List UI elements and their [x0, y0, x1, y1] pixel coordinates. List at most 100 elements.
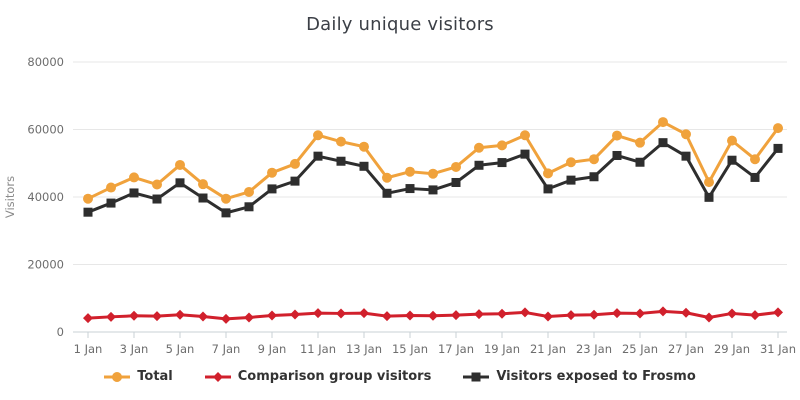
legend-label: Visitors exposed to Frosmo: [496, 369, 696, 384]
data-point-visitors-exposed-to-frosmo[interactable]: [336, 156, 346, 166]
legend-item-comparison-group-visitors[interactable]: Comparison group visitors: [204, 369, 431, 384]
data-point-comparison-group-visitors[interactable]: [681, 307, 691, 318]
data-point-total[interactable]: [520, 130, 530, 141]
data-point-total[interactable]: [727, 135, 737, 146]
data-point-total[interactable]: [382, 172, 392, 183]
data-point-comparison-group-visitors[interactable]: [750, 310, 760, 321]
data-point-comparison-group-visitors[interactable]: [520, 307, 530, 318]
data-point-total[interactable]: [290, 158, 300, 169]
data-point-visitors-exposed-to-frosmo[interactable]: [681, 151, 691, 161]
data-point-comparison-group-visitors[interactable]: [635, 308, 645, 319]
data-point-comparison-group-visitors[interactable]: [336, 308, 346, 319]
data-point-total[interactable]: [267, 167, 277, 178]
data-point-comparison-group-visitors[interactable]: [359, 308, 369, 319]
data-point-total[interactable]: [566, 157, 576, 168]
data-point-visitors-exposed-to-frosmo[interactable]: [405, 184, 415, 194]
data-point-visitors-exposed-to-frosmo[interactable]: [543, 184, 553, 194]
data-point-total[interactable]: [543, 168, 553, 179]
x-tick-label: 23 Jan: [576, 342, 612, 356]
data-point-total[interactable]: [336, 136, 346, 147]
data-point-visitors-exposed-to-frosmo[interactable]: [750, 172, 760, 182]
data-point-total[interactable]: [497, 140, 507, 151]
data-point-visitors-exposed-to-frosmo[interactable]: [382, 188, 392, 198]
data-point-comparison-group-visitors[interactable]: [382, 311, 392, 322]
data-point-comparison-group-visitors[interactable]: [106, 311, 116, 322]
data-point-visitors-exposed-to-frosmo[interactable]: [727, 155, 737, 165]
data-point-comparison-group-visitors[interactable]: [313, 308, 323, 319]
data-point-total[interactable]: [750, 154, 760, 165]
data-point-visitors-exposed-to-frosmo[interactable]: [658, 138, 668, 148]
data-point-visitors-exposed-to-frosmo[interactable]: [773, 143, 783, 153]
data-point-comparison-group-visitors[interactable]: [497, 308, 507, 319]
data-point-comparison-group-visitors[interactable]: [773, 307, 783, 318]
data-point-total[interactable]: [773, 123, 783, 134]
data-point-visitors-exposed-to-frosmo[interactable]: [566, 175, 576, 185]
data-point-comparison-group-visitors[interactable]: [543, 311, 553, 322]
x-tick-label: 29 Jan: [714, 342, 750, 356]
data-point-total[interactable]: [658, 117, 668, 128]
data-point-comparison-group-visitors[interactable]: [221, 313, 231, 324]
data-point-comparison-group-visitors[interactable]: [428, 310, 438, 321]
data-point-visitors-exposed-to-frosmo[interactable]: [359, 161, 369, 171]
data-point-visitors-exposed-to-frosmo[interactable]: [244, 202, 254, 212]
data-point-visitors-exposed-to-frosmo[interactable]: [520, 149, 530, 159]
data-point-total[interactable]: [704, 177, 714, 188]
data-point-visitors-exposed-to-frosmo[interactable]: [497, 158, 507, 168]
data-point-visitors-exposed-to-frosmo[interactable]: [635, 157, 645, 167]
data-point-total[interactable]: [244, 186, 254, 197]
data-point-comparison-group-visitors[interactable]: [290, 309, 300, 320]
data-point-total[interactable]: [83, 193, 93, 204]
data-point-total[interactable]: [428, 168, 438, 179]
data-point-visitors-exposed-to-frosmo[interactable]: [589, 172, 599, 182]
data-point-comparison-group-visitors[interactable]: [152, 311, 162, 322]
data-point-visitors-exposed-to-frosmo[interactable]: [451, 177, 461, 187]
data-point-total[interactable]: [451, 161, 461, 172]
data-point-total[interactable]: [106, 182, 116, 193]
data-point-total[interactable]: [175, 159, 185, 170]
data-point-visitors-exposed-to-frosmo[interactable]: [612, 150, 622, 160]
data-point-visitors-exposed-to-frosmo[interactable]: [83, 207, 93, 217]
legend-item-visitors-exposed-to-frosmo[interactable]: Visitors exposed to Frosmo: [463, 369, 696, 384]
data-point-total[interactable]: [589, 154, 599, 165]
data-point-total[interactable]: [612, 130, 622, 141]
data-point-comparison-group-visitors[interactable]: [244, 312, 254, 323]
data-point-comparison-group-visitors[interactable]: [405, 310, 415, 321]
data-point-visitors-exposed-to-frosmo[interactable]: [290, 176, 300, 186]
data-point-total[interactable]: [681, 129, 691, 140]
data-point-visitors-exposed-to-frosmo[interactable]: [198, 193, 208, 203]
data-point-comparison-group-visitors[interactable]: [727, 308, 737, 319]
data-point-visitors-exposed-to-frosmo[interactable]: [267, 184, 277, 194]
data-point-comparison-group-visitors[interactable]: [198, 311, 208, 322]
data-point-comparison-group-visitors[interactable]: [612, 308, 622, 319]
data-point-total[interactable]: [635, 137, 645, 148]
data-point-visitors-exposed-to-frosmo[interactable]: [129, 188, 139, 198]
data-point-total[interactable]: [198, 179, 208, 190]
data-point-visitors-exposed-to-frosmo[interactable]: [428, 185, 438, 195]
data-point-total[interactable]: [474, 142, 484, 153]
data-point-visitors-exposed-to-frosmo[interactable]: [221, 208, 231, 218]
data-point-visitors-exposed-to-frosmo[interactable]: [152, 194, 162, 204]
data-point-comparison-group-visitors[interactable]: [267, 310, 277, 321]
data-point-visitors-exposed-to-frosmo[interactable]: [313, 151, 323, 161]
data-point-total[interactable]: [152, 179, 162, 190]
data-point-comparison-group-visitors[interactable]: [474, 309, 484, 320]
data-point-total[interactable]: [313, 130, 323, 141]
data-point-comparison-group-visitors[interactable]: [129, 310, 139, 321]
data-point-comparison-group-visitors[interactable]: [451, 310, 461, 321]
data-point-total[interactable]: [405, 166, 415, 177]
data-point-comparison-group-visitors[interactable]: [704, 312, 714, 323]
data-point-total[interactable]: [221, 193, 231, 204]
data-point-comparison-group-visitors[interactable]: [175, 309, 185, 320]
legend-item-total[interactable]: Total: [104, 369, 173, 384]
data-point-visitors-exposed-to-frosmo[interactable]: [175, 178, 185, 188]
data-point-visitors-exposed-to-frosmo[interactable]: [106, 198, 116, 208]
data-point-total[interactable]: [129, 172, 139, 183]
x-tick-label: 19 Jan: [484, 342, 520, 356]
data-point-comparison-group-visitors[interactable]: [658, 306, 668, 317]
data-point-comparison-group-visitors[interactable]: [566, 310, 576, 321]
data-point-total[interactable]: [359, 141, 369, 152]
data-point-comparison-group-visitors[interactable]: [83, 313, 93, 324]
data-point-comparison-group-visitors[interactable]: [589, 309, 599, 320]
data-point-visitors-exposed-to-frosmo[interactable]: [704, 192, 714, 202]
data-point-visitors-exposed-to-frosmo[interactable]: [474, 160, 484, 170]
